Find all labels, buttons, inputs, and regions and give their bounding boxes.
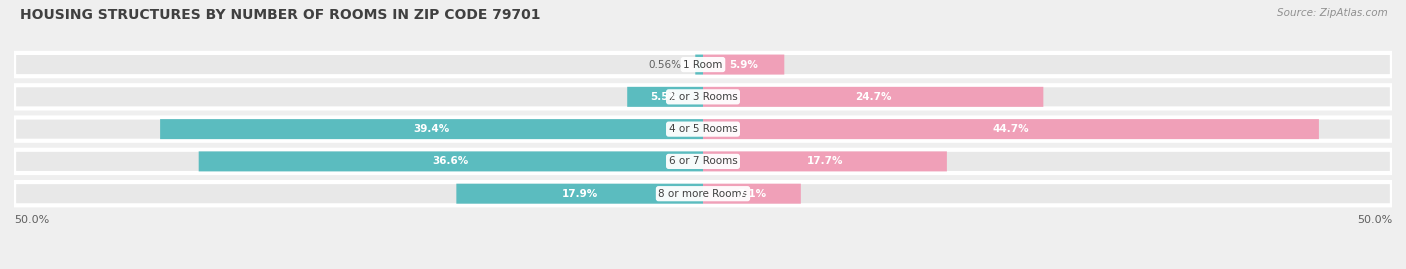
FancyBboxPatch shape: [703, 184, 801, 204]
FancyBboxPatch shape: [703, 87, 1043, 107]
Text: 17.7%: 17.7%: [807, 156, 844, 167]
FancyBboxPatch shape: [703, 119, 1319, 139]
Text: 8 or more Rooms: 8 or more Rooms: [658, 189, 748, 199]
FancyBboxPatch shape: [703, 55, 785, 75]
Text: 24.7%: 24.7%: [855, 92, 891, 102]
Text: 4 or 5 Rooms: 4 or 5 Rooms: [669, 124, 737, 134]
Text: 6 or 7 Rooms: 6 or 7 Rooms: [669, 156, 737, 167]
FancyBboxPatch shape: [14, 118, 1392, 141]
Text: 5.9%: 5.9%: [730, 59, 758, 70]
Text: 50.0%: 50.0%: [1357, 215, 1392, 225]
FancyBboxPatch shape: [198, 151, 703, 171]
Text: 2 or 3 Rooms: 2 or 3 Rooms: [669, 92, 737, 102]
Text: 50.0%: 50.0%: [14, 215, 49, 225]
FancyBboxPatch shape: [14, 182, 1392, 205]
Text: 5.5%: 5.5%: [651, 92, 679, 102]
Text: 36.6%: 36.6%: [433, 156, 470, 167]
FancyBboxPatch shape: [14, 53, 1392, 76]
Text: 1 Room: 1 Room: [683, 59, 723, 70]
FancyBboxPatch shape: [457, 184, 703, 204]
Text: 0.56%: 0.56%: [648, 59, 682, 70]
FancyBboxPatch shape: [160, 119, 703, 139]
Text: 44.7%: 44.7%: [993, 124, 1029, 134]
FancyBboxPatch shape: [696, 55, 703, 75]
Text: Source: ZipAtlas.com: Source: ZipAtlas.com: [1277, 8, 1388, 18]
Text: HOUSING STRUCTURES BY NUMBER OF ROOMS IN ZIP CODE 79701: HOUSING STRUCTURES BY NUMBER OF ROOMS IN…: [20, 8, 540, 22]
FancyBboxPatch shape: [14, 85, 1392, 108]
Text: 7.1%: 7.1%: [737, 189, 766, 199]
FancyBboxPatch shape: [627, 87, 703, 107]
FancyBboxPatch shape: [14, 150, 1392, 173]
FancyBboxPatch shape: [703, 151, 946, 171]
Text: 17.9%: 17.9%: [561, 189, 598, 199]
Text: 39.4%: 39.4%: [413, 124, 450, 134]
